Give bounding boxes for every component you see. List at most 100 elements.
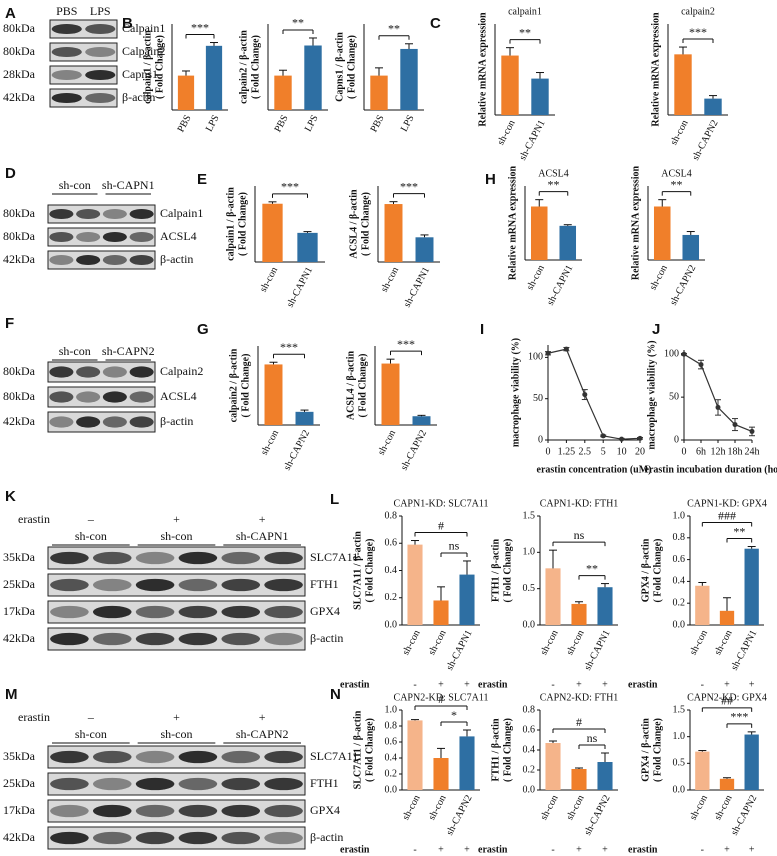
category-label: sh-con xyxy=(688,628,710,657)
blot-band xyxy=(129,254,154,266)
y-axis-title: Relative mRNA expression xyxy=(650,12,661,127)
sig-label: ## xyxy=(721,694,733,708)
blot-band xyxy=(264,804,303,818)
y-axis-title: macrophage viability (%) xyxy=(646,340,657,449)
blot-band xyxy=(76,231,101,243)
blot-band xyxy=(92,605,132,619)
blot-band xyxy=(178,578,218,592)
protein-label: β-actin xyxy=(160,414,193,428)
error-bar xyxy=(723,597,731,611)
bar xyxy=(695,751,710,790)
bar xyxy=(412,416,431,425)
blot-band xyxy=(49,231,74,243)
blot-band xyxy=(85,46,116,58)
bar xyxy=(407,720,423,790)
error-bar xyxy=(549,549,557,569)
blot-band xyxy=(221,551,261,565)
y-tick-label: 0.6 xyxy=(673,554,686,565)
panel-letter: K xyxy=(5,488,16,505)
error-bar xyxy=(658,199,667,207)
protein-label: FTH1 xyxy=(310,776,339,790)
series-line xyxy=(683,353,753,432)
error-bar xyxy=(411,719,419,721)
treatment: + xyxy=(464,844,470,855)
category-label: sh-con xyxy=(379,265,401,294)
protein-label: FTH1 xyxy=(310,577,339,591)
blot-band xyxy=(178,750,218,764)
mw-label: 35kDa xyxy=(3,749,36,763)
blot-band xyxy=(50,831,89,845)
blot-band xyxy=(264,831,303,845)
bar xyxy=(704,98,722,115)
blot-band xyxy=(102,391,127,403)
bar xyxy=(433,600,449,625)
y-tick-label: 1.0 xyxy=(673,731,686,742)
bar xyxy=(384,204,403,262)
sig-label: *** xyxy=(689,25,707,39)
blot-band xyxy=(85,69,116,81)
blot-strip xyxy=(47,250,156,270)
protein-label: Calpain1 xyxy=(160,206,203,220)
blot-band xyxy=(50,777,89,791)
blot-band xyxy=(92,777,132,791)
blot-band xyxy=(50,632,89,646)
y-axis-title: ( Fold Change) xyxy=(364,718,375,782)
x-tick-label: 1.25 xyxy=(558,446,576,457)
y-axis-title: ( Fold Change) xyxy=(364,539,375,603)
category-label: sh-CAPN2 xyxy=(444,793,474,837)
y-tick-label: 0.0 xyxy=(523,784,536,795)
y-tick-label: 0.8 xyxy=(523,704,536,715)
chart-title: CAPN1-KD: GPX4 xyxy=(687,498,767,509)
bar xyxy=(381,363,400,425)
blot-band xyxy=(221,632,261,646)
blot-band xyxy=(135,578,175,592)
blot-band xyxy=(85,92,116,104)
blot-band xyxy=(102,231,127,243)
error-bar xyxy=(300,409,309,412)
error-bar xyxy=(723,777,731,779)
bar xyxy=(719,778,735,790)
bar xyxy=(433,758,449,790)
panel-letter: A xyxy=(5,5,16,22)
y-axis-title: ( Fold Change) xyxy=(346,35,357,99)
y-tick-label: 1.0 xyxy=(673,510,686,521)
blot-band xyxy=(264,632,303,646)
group-label: sh-CAPN2 xyxy=(102,344,155,358)
panel-letter: E xyxy=(197,171,207,188)
blot-band xyxy=(264,551,303,565)
blot-band xyxy=(135,750,175,764)
bar xyxy=(264,364,283,425)
category-label: LPS xyxy=(399,113,417,133)
protein-label: Capns1 xyxy=(122,67,158,81)
blot-band xyxy=(49,391,74,403)
bar xyxy=(304,45,322,110)
blot-band xyxy=(102,416,127,428)
category-label: sh-con xyxy=(564,628,586,657)
error-bar xyxy=(747,731,756,735)
y-axis-title: calpain2 / β-actin xyxy=(238,30,249,104)
error-bar xyxy=(601,752,609,762)
category-label: sh-con xyxy=(538,793,560,822)
error-bar xyxy=(417,414,426,417)
bar xyxy=(205,45,223,111)
bar xyxy=(459,574,475,625)
sig-label: ** xyxy=(388,22,400,36)
bar xyxy=(370,75,388,110)
bar xyxy=(744,548,759,625)
treatment: + xyxy=(438,679,444,690)
treatment: + xyxy=(602,679,608,690)
bar xyxy=(177,75,195,110)
point xyxy=(582,392,588,398)
blot-band xyxy=(178,632,218,646)
blot-band xyxy=(221,777,261,791)
category-label: sh-CAPN1 xyxy=(402,265,432,309)
treatment: - xyxy=(701,844,704,855)
error-bar xyxy=(405,43,413,49)
point xyxy=(563,346,569,352)
error-bar xyxy=(437,747,445,758)
x-axis-title: erastin concentration (uM) xyxy=(537,464,652,475)
y-axis-title: ( Fold Change) xyxy=(154,35,165,99)
bar xyxy=(530,206,548,260)
error-bar xyxy=(279,69,287,76)
blot-band xyxy=(135,831,175,845)
